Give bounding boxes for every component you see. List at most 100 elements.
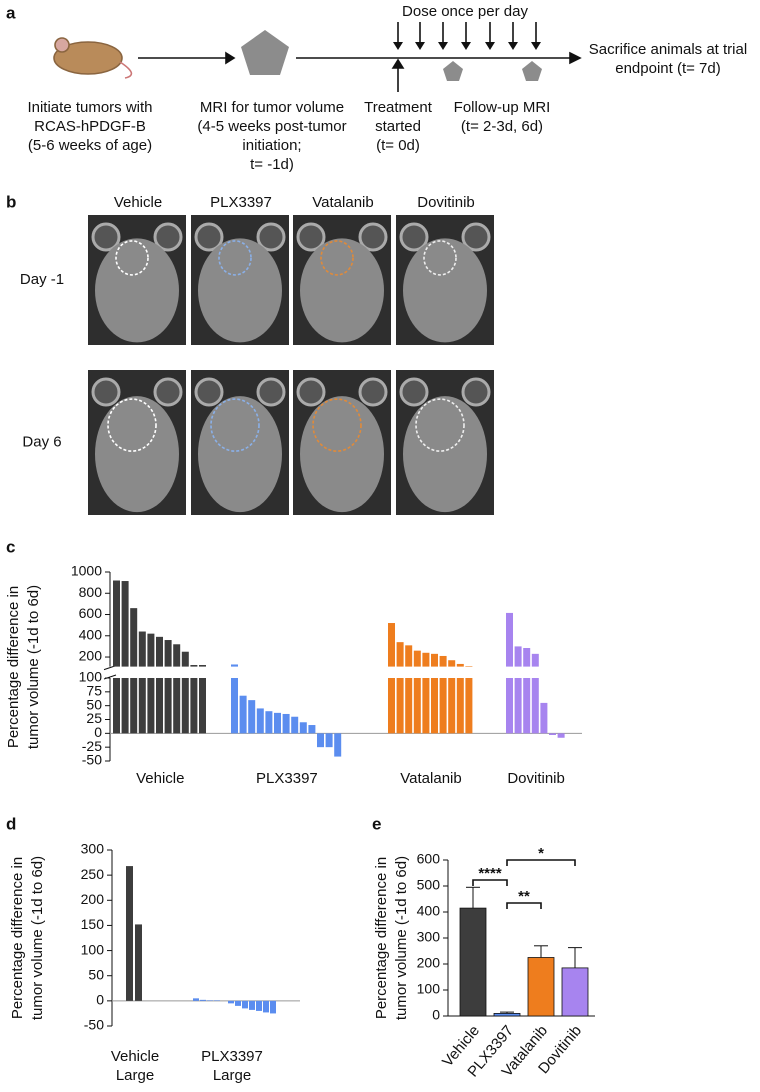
bar-upper [388,623,395,667]
step-text: Treatment [364,99,433,116]
bar-upper [173,644,181,667]
arrow-head [461,42,471,50]
bar-upper [190,665,198,667]
y-tick-label: 400 [417,903,441,919]
panel-label: d [6,814,16,833]
brain [95,238,179,343]
bar-upper [231,664,238,667]
step-text: started [375,118,421,135]
arrow-head [531,42,541,50]
y-tick-label: -50 [82,752,102,768]
tumor-outline [115,240,149,276]
y-tick-label: 100 [81,941,105,957]
bar [291,716,299,734]
y-tick-label: 500 [417,877,441,893]
y-tick-label: -50 [84,1017,104,1033]
y-tick-label: 150 [81,916,105,932]
bar [465,678,473,734]
bar-upper [448,660,456,667]
bar [531,678,539,734]
bar [422,678,430,734]
column-label: Dovitinib [417,194,475,211]
brain [198,396,282,513]
bar [242,1000,248,1009]
eye [399,222,429,252]
arrow-head [438,42,448,50]
bar [317,733,324,748]
y-tick-label: 25 [86,710,102,726]
arrow-head [225,51,236,65]
tumor-outline [107,398,157,452]
eye [194,377,224,407]
arrow-head [391,58,405,69]
bar [334,733,342,757]
y-axis-label: tumor volume (-1d to 6d) [25,585,42,749]
panel-label: e [372,814,381,833]
brain [300,396,384,513]
eye [194,222,224,252]
brain [403,396,487,513]
bar [156,678,163,734]
bar [557,733,565,738]
bar-upper [181,651,189,667]
bar [135,924,142,1001]
step-text: t= -1d) [250,156,294,173]
bar [256,1000,262,1011]
brain [95,396,179,513]
bar [456,678,464,734]
step-text: Follow-up MRI [454,99,551,116]
y-tick-label: 200 [81,891,105,907]
significance-bracket [506,902,542,909]
bar [121,678,129,734]
bar [164,678,172,734]
group-label: Vatalanib [400,770,461,787]
group-label: Large [116,1067,154,1084]
significance-label: ** [518,888,530,905]
column-label: PLX3397 [210,194,272,211]
bar [325,733,333,748]
bar [405,678,413,734]
bar [199,678,206,734]
bar [239,695,247,734]
bar [396,678,404,734]
eye [399,377,429,407]
bar [540,702,548,734]
bar [193,998,199,1001]
y-tick-label: 100 [79,669,103,685]
bar [431,678,438,734]
y-tick-label: 300 [81,841,105,857]
arrow-head [485,42,495,50]
y-axis-label: Percentage difference in [373,857,390,1019]
bar [200,999,206,1001]
bar [207,1000,213,1001]
y-tick-label: 0 [96,992,104,1008]
arrow-head [393,42,403,50]
bar [147,678,155,734]
group-label: PLX3397 [256,770,318,787]
step-text: (4-5 weeks post-tumor [197,118,346,135]
bar [274,712,281,734]
y-tick-label: 75 [86,683,102,699]
mri-icon [241,30,289,75]
group-label: Vehicle [111,1048,159,1065]
bar-upper [138,631,146,667]
eye [296,222,326,252]
row-label: Day 6 [22,433,61,450]
bar [527,957,555,1017]
y-tick-label: 50 [88,966,104,982]
eye [153,377,183,407]
y-tick-label: 600 [417,851,441,867]
y-tick-label: 50 [86,696,102,712]
bar [173,678,181,734]
eye [256,377,286,407]
eye [296,377,326,407]
bar [282,713,290,734]
bar [235,1000,241,1006]
y-tick-label: 400 [79,626,103,642]
bar-upper [422,652,430,667]
dose-label: Dose once per day [402,3,528,20]
bar [506,678,513,734]
eye [91,377,121,407]
group-label: PLX3397 [201,1048,263,1065]
